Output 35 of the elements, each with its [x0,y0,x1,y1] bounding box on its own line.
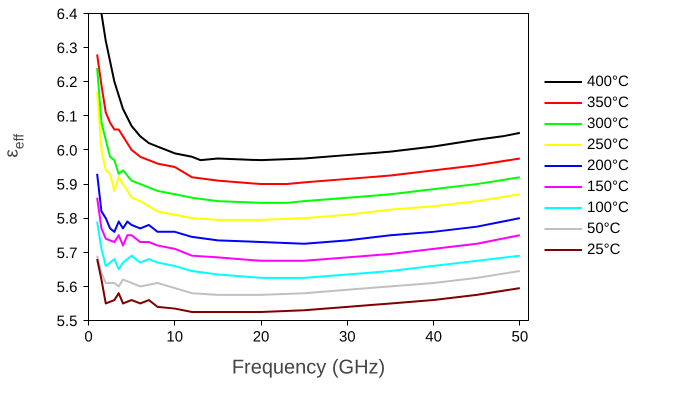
y-tick-label: 5.8 [56,210,78,228]
line-series [96,254,521,296]
line-series [96,220,521,279]
legend-label: 350°C [587,94,629,111]
legend-label: 50°C [587,220,621,237]
x-tick-label: 0 [84,328,93,346]
y-tick-label: 5.7 [56,244,78,262]
legend-label: 200°C [587,157,629,174]
x-axis-title: Frequency (GHz) [232,356,386,378]
legend-label: 300°C [587,115,629,132]
y-tick-label: 5.6 [56,278,78,296]
line-series [96,258,521,313]
line-series [96,90,521,221]
x-tick-label: 30 [338,328,356,346]
y-tick-label: 6.3 [56,40,78,58]
line-series [96,196,521,262]
y-tick-label: 6.4 [56,6,78,23]
x-tick-label: 10 [166,328,184,346]
y-axis-title: εeff [2,134,26,158]
y-tick-label: 6.0 [56,142,78,160]
y-tick-label: 6.1 [56,108,78,126]
legend-label: 25°C [587,241,621,258]
legend-label: 150°C [587,178,629,195]
legend-label: 400°C [587,73,629,90]
x-tick-label: 20 [252,328,270,346]
y-tick-label: 5.5 [56,313,78,330]
line-series [96,53,521,186]
x-tick-label: 40 [425,328,442,346]
line-series [96,67,521,204]
y-tick-label: 5.9 [56,176,78,194]
y-tick-label: 6.2 [56,74,78,92]
line-series [96,172,521,245]
legend-label: 250°C [587,136,629,153]
x-tick-label: 50 [512,328,528,346]
legend-label: 100°C [587,199,629,216]
